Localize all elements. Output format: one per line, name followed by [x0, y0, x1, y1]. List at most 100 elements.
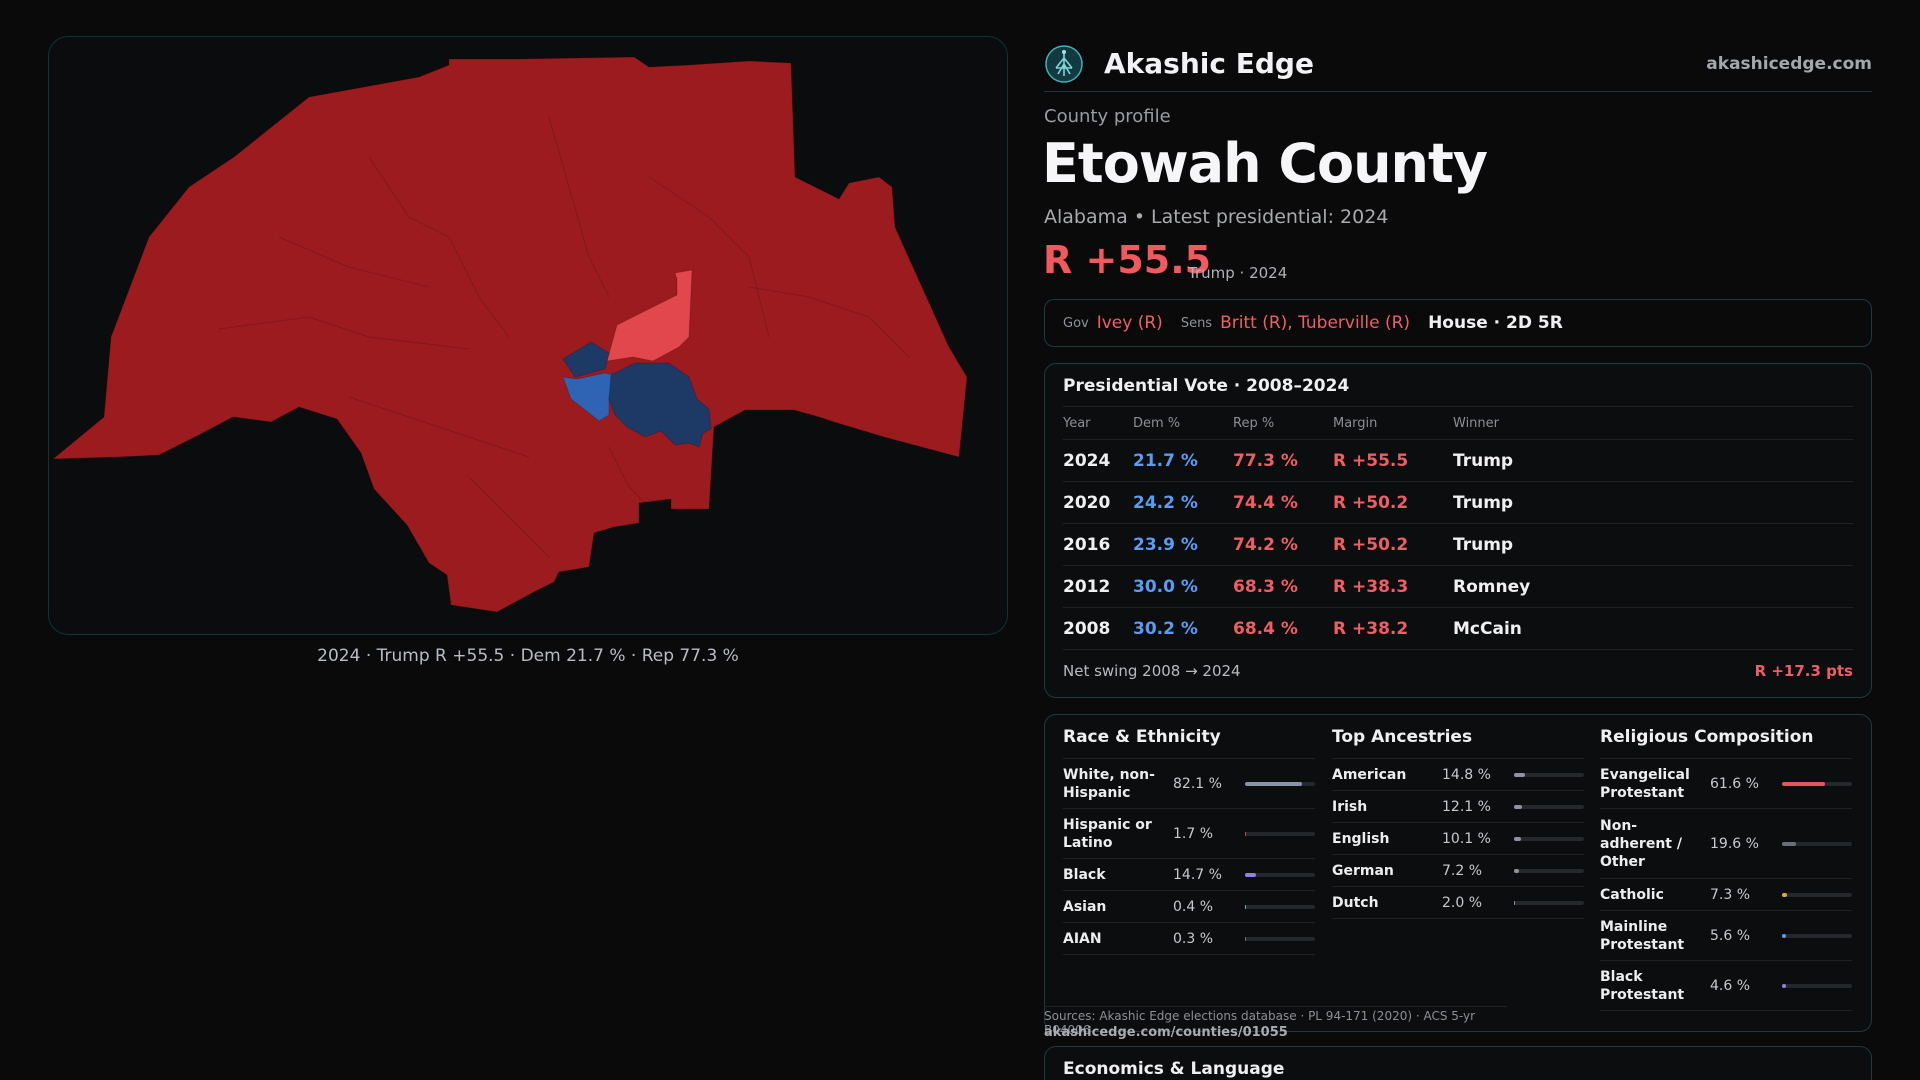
net-swing-value: R +17.3 pts	[1754, 662, 1853, 680]
religion-label: Non-adherent / Other	[1600, 817, 1682, 870]
religion-bar	[1782, 892, 1852, 897]
map-caption: 2024 · Trump R +55.5 · Dem 21.7 % · Rep …	[317, 646, 739, 666]
ancestry-value: 10.1 %	[1442, 830, 1491, 847]
religion-value: 7.3 %	[1710, 886, 1751, 903]
precinct-dem-strong[interactable]	[562, 341, 610, 378]
ancestry-bar-fill	[1514, 836, 1521, 841]
religion-bar	[1782, 841, 1852, 846]
list-item: Catholic 7.3 %	[1600, 879, 1852, 911]
table-row: 2012 30.0 % 68.3 % R +38.3 Romney	[1063, 566, 1853, 608]
ancestry-bar	[1514, 804, 1584, 809]
governor-name: Ivey (R)	[1096, 313, 1163, 333]
ancestry-title: Top Ancestries	[1332, 727, 1584, 759]
brand-name[interactable]: Akashic Edge	[1104, 47, 1314, 80]
ancestry-bar	[1514, 836, 1584, 841]
county-map-panel[interactable]	[48, 36, 1008, 635]
ancestry-bar-fill	[1514, 772, 1525, 777]
list-item: Black 14.7 %	[1063, 859, 1315, 891]
presidential-vote-card: Presidential Vote · 2008–2024 Year Dem %…	[1044, 363, 1872, 698]
list-item: AIAN 0.3 %	[1063, 923, 1315, 955]
row-year: 2024	[1063, 451, 1111, 471]
precinct-boundary	[548, 116, 610, 298]
row-rep: 77.3 %	[1233, 451, 1298, 471]
row-year: 2016	[1063, 535, 1111, 555]
row-rep: 74.4 %	[1233, 493, 1298, 513]
list-item: Mainline Protestant 5.6 %	[1600, 911, 1852, 961]
row-dem: 24.2 %	[1133, 493, 1198, 513]
presidential-title: Presidential Vote · 2008–2024	[1063, 376, 1350, 396]
table-row: 2024 21.7 % 77.3 % R +55.5 Trump	[1063, 440, 1853, 482]
religion-label: Black Protestant	[1600, 968, 1685, 1003]
col-year: Year	[1063, 416, 1091, 431]
row-margin: R +50.2	[1333, 493, 1409, 513]
page-subtitle: Alabama • Latest presidential: 2024	[1044, 206, 1389, 228]
religion-label: Catholic	[1600, 886, 1664, 903]
precinct-boundary	[748, 286, 910, 358]
presidential-table-header: Year Dem % Rep % Margin Winner	[1063, 406, 1853, 440]
col-margin: Margin	[1333, 416, 1378, 431]
precinct-boundary	[348, 396, 530, 458]
race-bar	[1245, 872, 1315, 877]
row-rep: 68.4 %	[1233, 619, 1298, 639]
ancestry-label: English	[1332, 830, 1390, 847]
precinct-boundary	[368, 156, 510, 338]
religion-value: 19.6 %	[1710, 835, 1759, 852]
religion-bar	[1782, 781, 1852, 786]
economics-card[interactable]: Economics & Language	[1044, 1046, 1872, 1080]
precinct-rep-light[interactable]	[606, 269, 693, 362]
ancestry-label: Irish	[1332, 798, 1368, 815]
race-label: White, non-Hispanic	[1063, 766, 1155, 801]
list-item: Evangelical Protestant 61.6 %	[1600, 759, 1852, 809]
economics-title: Economics & Language	[1063, 1059, 1285, 1079]
list-item: Hispanic or Latino 1.7 %	[1063, 809, 1315, 859]
race-bar	[1245, 781, 1315, 786]
ancestry-bar-fill	[1514, 900, 1516, 905]
precinct-dem-mid[interactable]	[562, 372, 616, 422]
race-label: Asian	[1063, 898, 1107, 915]
religion-bar-fill	[1782, 781, 1826, 786]
list-item: White, non-Hispanic 82.1 %	[1063, 759, 1315, 809]
list-item: German 7.2 %	[1332, 855, 1584, 887]
row-year: 2008	[1063, 619, 1111, 639]
row-winner: Trump	[1453, 493, 1514, 513]
row-dem: 23.9 %	[1133, 535, 1198, 555]
row-year: 2020	[1063, 493, 1111, 513]
ancestry-label: American	[1332, 766, 1407, 783]
race-bar	[1245, 904, 1315, 909]
sens-label: Sens	[1180, 315, 1213, 331]
precinct-boundary	[608, 446, 650, 508]
senators-names: Britt (R), Tuberville (R)	[1220, 313, 1411, 333]
list-item: Dutch 2.0 %	[1332, 887, 1584, 919]
list-item: Irish 12.1 %	[1332, 791, 1584, 823]
list-item: Black Protestant 4.6 %	[1600, 961, 1852, 1011]
county-rep-region[interactable]	[51, 56, 968, 613]
site-header: Akashic Edge akashicedge.com	[1044, 36, 1872, 92]
row-dem: 21.7 %	[1133, 451, 1198, 471]
ancestry-value: 2.0 %	[1442, 894, 1483, 911]
race-value: 1.7 %	[1173, 825, 1214, 842]
race-bar-fill	[1245, 904, 1247, 909]
ancestry-bar-fill	[1514, 804, 1523, 809]
brand-url-link[interactable]: akashicedge.com	[1706, 53, 1872, 74]
ancestries-section: Top Ancestries American 14.8 % Irish 12.…	[1332, 727, 1584, 919]
tree-of-life-icon[interactable]	[1044, 44, 1084, 84]
source-url-link[interactable]: akashicedge.com/counties/01055	[1044, 1025, 1288, 1040]
county-precinct-map[interactable]	[49, 37, 1008, 635]
latest-margin-note: Trump · 2024	[1188, 264, 1288, 282]
ancestry-value: 12.1 %	[1442, 798, 1491, 815]
latest-margin: R +55.5	[1043, 238, 1212, 282]
ancestry-value: 14.8 %	[1442, 766, 1491, 783]
net-swing-label: Net swing 2008 → 2024	[1063, 662, 1241, 680]
page-kicker: County profile	[1044, 106, 1171, 127]
table-row: 2020 24.2 % 74.4 % R +50.2 Trump	[1063, 482, 1853, 524]
religion-value: 5.6 %	[1710, 927, 1751, 944]
ancestry-bar	[1514, 868, 1584, 873]
row-winner: Trump	[1453, 535, 1514, 555]
race-bar-fill	[1245, 936, 1247, 941]
religion-value: 4.6 %	[1710, 977, 1751, 994]
precinct-boundary	[218, 316, 470, 350]
precinct-dem-strong[interactable]	[608, 362, 712, 448]
race-value: 0.4 %	[1173, 898, 1214, 915]
list-item: American 14.8 %	[1332, 759, 1584, 791]
ancestry-bar	[1514, 772, 1584, 777]
